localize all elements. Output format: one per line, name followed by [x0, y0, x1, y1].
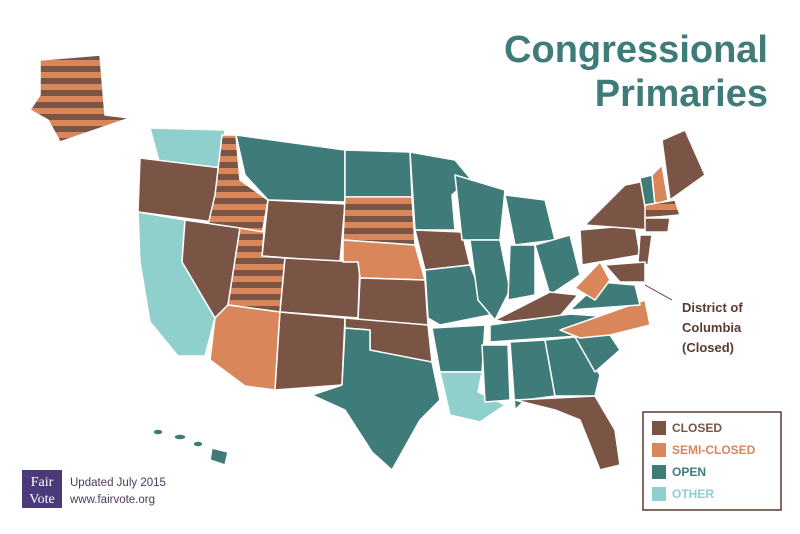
title-line: Congressional [504, 29, 768, 71]
state [574, 261, 611, 301]
state [637, 234, 653, 266]
legend: CLOSED SEMI-CLOSED OPEN OTHER [652, 421, 756, 501]
legend-swatch [652, 487, 666, 501]
state [584, 179, 651, 231]
state [494, 291, 579, 323]
legend-label: CLOSED [672, 421, 722, 435]
state [469, 239, 511, 321]
legend-label: OTHER [672, 487, 714, 501]
state [357, 277, 429, 326]
state [342, 196, 416, 246]
state [344, 149, 413, 198]
footer-text: Updated July 2015 [70, 477, 166, 489]
logo-text: Fair [31, 475, 54, 490]
state [29, 54, 131, 143]
state [274, 311, 346, 391]
state [209, 447, 229, 466]
legend-label: SEMI-CLOSED [672, 443, 756, 457]
logo [22, 470, 62, 508]
state [235, 134, 346, 203]
state [651, 164, 669, 206]
footer-text: www.fairvote.org [69, 494, 155, 506]
legend-swatch [652, 465, 666, 479]
state [579, 224, 641, 266]
state [173, 433, 187, 441]
state [431, 324, 486, 373]
dc-note: District of [682, 300, 743, 315]
logo-text: Vote [29, 492, 54, 507]
dc-pointer [644, 284, 673, 301]
state [261, 199, 346, 263]
state [504, 194, 556, 246]
state [454, 174, 506, 241]
dc-note: (Closed) [682, 340, 734, 355]
state [137, 157, 223, 223]
state [644, 217, 671, 233]
state [661, 129, 706, 201]
state [279, 257, 361, 319]
state [481, 344, 511, 403]
state [209, 304, 281, 391]
state [311, 327, 441, 471]
dc-note: Columbia [682, 320, 742, 335]
state [534, 234, 581, 296]
legend-swatch [652, 421, 666, 435]
state [644, 199, 681, 219]
state [604, 261, 646, 283]
state [207, 134, 269, 236]
title-line: Primaries [595, 73, 768, 115]
legend-swatch [652, 443, 666, 457]
state [507, 244, 536, 301]
us-map [29, 54, 706, 471]
state [544, 336, 601, 397]
state [514, 395, 621, 471]
state [152, 428, 164, 436]
state [424, 264, 491, 326]
legend-label: OPEN [672, 465, 706, 479]
state [192, 440, 204, 448]
state [439, 371, 506, 423]
